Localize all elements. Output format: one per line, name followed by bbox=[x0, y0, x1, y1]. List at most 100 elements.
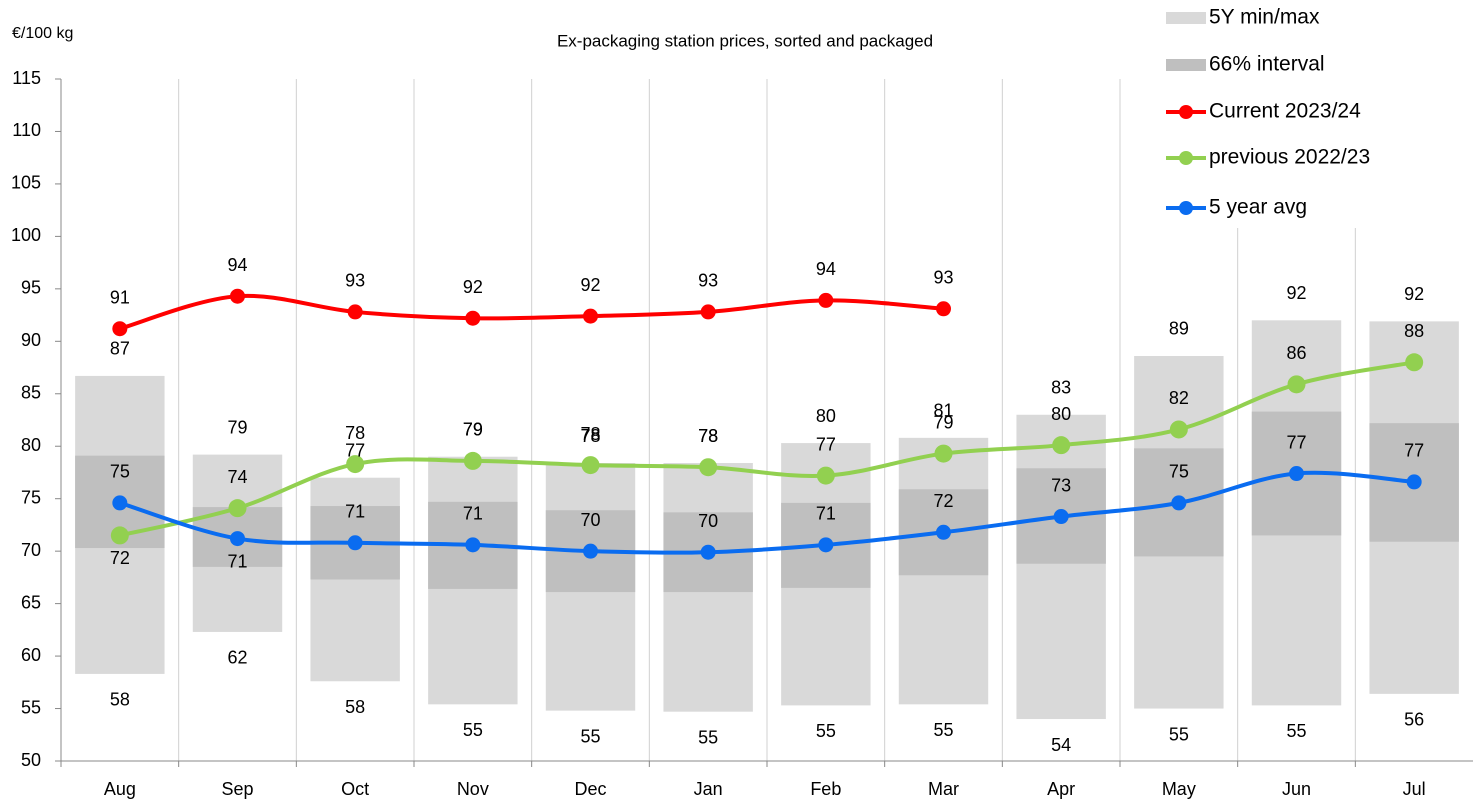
data-label: 89 bbox=[1169, 319, 1189, 339]
marker bbox=[228, 499, 247, 518]
y-axis-label: €/100 kg bbox=[12, 25, 73, 42]
data-label: 62 bbox=[227, 648, 247, 668]
x-tick-label: Jan bbox=[694, 779, 723, 799]
data-label: 77 bbox=[1286, 432, 1306, 452]
marker bbox=[1287, 375, 1306, 394]
data-label: 80 bbox=[816, 406, 836, 426]
data-label: 71 bbox=[816, 504, 836, 524]
marker bbox=[934, 444, 953, 463]
legend-swatch bbox=[1179, 105, 1193, 119]
marker bbox=[1169, 420, 1188, 439]
series-line bbox=[119, 470, 1415, 555]
legend-swatch bbox=[1166, 59, 1206, 71]
marker bbox=[700, 304, 716, 320]
marker bbox=[1405, 353, 1424, 372]
marker bbox=[110, 526, 129, 545]
data-label: 70 bbox=[580, 510, 600, 530]
data-label: 93 bbox=[933, 268, 953, 288]
data-label: 78 bbox=[580, 426, 600, 446]
marker bbox=[112, 321, 128, 337]
data-label: 79 bbox=[933, 412, 953, 432]
data-label: 79 bbox=[227, 417, 247, 437]
y-tick-label: 90 bbox=[21, 330, 41, 350]
x-tick-label: Aug bbox=[104, 779, 136, 799]
data-label: 56 bbox=[1404, 710, 1424, 730]
y-tick-label: 60 bbox=[21, 645, 41, 665]
x-tick-label: Sep bbox=[221, 779, 253, 799]
data-label: 58 bbox=[110, 690, 130, 710]
data-label: 78 bbox=[345, 423, 365, 443]
data-label: 91 bbox=[110, 287, 130, 307]
data-label: 92 bbox=[1286, 283, 1306, 303]
data-label: 81 bbox=[933, 401, 953, 421]
marker bbox=[936, 524, 951, 540]
data-label: 92 bbox=[463, 277, 483, 297]
marker bbox=[583, 543, 598, 559]
data-label: 71 bbox=[345, 502, 365, 522]
data-label: 54 bbox=[1051, 735, 1071, 755]
y-tick-label: 50 bbox=[21, 750, 41, 770]
legend-label: 66% interval bbox=[1209, 53, 1325, 76]
data-label: 75 bbox=[1169, 462, 1189, 482]
data-label: 92 bbox=[580, 275, 600, 295]
marker bbox=[347, 304, 363, 320]
data-label: 74 bbox=[227, 467, 247, 487]
marker bbox=[936, 301, 951, 317]
marker bbox=[465, 310, 481, 326]
data-label: 55 bbox=[933, 720, 953, 740]
data-label: 80 bbox=[1051, 404, 1071, 424]
data-label: 58 bbox=[345, 697, 365, 717]
marker bbox=[230, 288, 245, 304]
series-line bbox=[119, 360, 1415, 538]
data-label: 77 bbox=[1404, 441, 1424, 461]
legend: 5Y min/max 66% interval Current 2023/24 pre… bbox=[1160, 0, 1473, 228]
data-label: 78 bbox=[698, 426, 718, 446]
data-label: 87 bbox=[110, 339, 130, 359]
y-tick-label: 115 bbox=[12, 68, 41, 88]
data-label: 94 bbox=[816, 259, 836, 279]
legend-swatch bbox=[1179, 151, 1193, 165]
y-tick-label: 95 bbox=[21, 278, 41, 298]
marker bbox=[346, 455, 365, 474]
marker bbox=[347, 535, 363, 551]
data-label: 78 bbox=[698, 426, 718, 446]
data-label: 83 bbox=[1051, 378, 1071, 398]
marker bbox=[1053, 509, 1069, 525]
data-label: 55 bbox=[463, 720, 483, 740]
marker bbox=[816, 466, 835, 485]
y-tick-label: 65 bbox=[21, 592, 41, 612]
data-label: 93 bbox=[698, 271, 718, 291]
y-tick-label: 85 bbox=[21, 383, 41, 403]
data-label: 70 bbox=[698, 511, 718, 531]
marker bbox=[700, 544, 716, 560]
data-label: 55 bbox=[1286, 721, 1306, 741]
x-tick-label: Jul bbox=[1403, 779, 1426, 799]
marker bbox=[463, 451, 482, 470]
data-label: 93 bbox=[345, 271, 365, 291]
y-tick-label: 100 bbox=[11, 225, 41, 245]
marker bbox=[1406, 474, 1422, 490]
y-tick-label: 110 bbox=[12, 120, 41, 140]
marker bbox=[230, 531, 245, 547]
marker bbox=[581, 456, 600, 475]
data-label: 77 bbox=[816, 434, 836, 454]
marker bbox=[1171, 495, 1187, 511]
marker bbox=[818, 537, 834, 553]
data-label: 72 bbox=[110, 548, 130, 568]
x-tick-label: Jun bbox=[1282, 779, 1311, 799]
data-label: 77 bbox=[345, 440, 365, 460]
x-tick-label: Oct bbox=[341, 779, 369, 799]
x-tick-label: Mar bbox=[928, 779, 959, 799]
data-label: 72 bbox=[933, 491, 953, 511]
marker bbox=[465, 537, 481, 553]
data-label: 73 bbox=[1051, 475, 1071, 495]
data-label: 71 bbox=[227, 551, 247, 571]
data-label: 71 bbox=[463, 504, 483, 524]
legend-label: 5Y min/max bbox=[1209, 6, 1320, 29]
data-label: 92 bbox=[1404, 284, 1424, 304]
marker bbox=[818, 292, 834, 308]
data-label: 94 bbox=[227, 255, 247, 275]
y-tick-label: 80 bbox=[21, 435, 41, 455]
data-label: 82 bbox=[1169, 388, 1189, 408]
